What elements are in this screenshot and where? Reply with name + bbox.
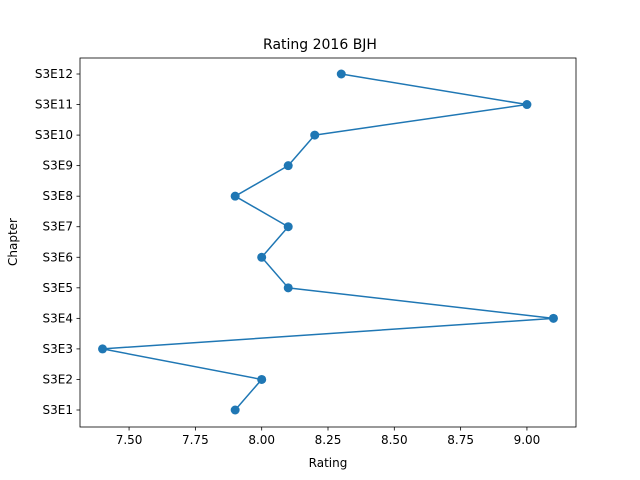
- y-tick-label: S3E3: [43, 342, 73, 356]
- x-tick-label: 8.25: [315, 433, 342, 447]
- data-point: [98, 344, 108, 354]
- y-tick-label: S3E8: [43, 189, 73, 203]
- plot-area-frame: [79, 57, 577, 428]
- y-tick-label: S3E12: [35, 67, 73, 81]
- data-point: [548, 313, 558, 323]
- data-point: [257, 374, 267, 384]
- data-point: [283, 283, 293, 293]
- x-tick-label: 8.75: [447, 433, 474, 447]
- y-tick-label: S3E4: [43, 311, 73, 325]
- data-point: [283, 222, 293, 232]
- y-tick-label: S3E7: [43, 220, 73, 234]
- data-point: [283, 161, 293, 171]
- y-tick-label: S3E5: [43, 281, 73, 295]
- x-tick-label: 7.50: [116, 433, 143, 447]
- data-point: [522, 100, 532, 110]
- data-point: [230, 405, 240, 415]
- y-tick-label: S3E6: [43, 250, 73, 264]
- series-line: [101, 73, 555, 411]
- x-tick-label: 8.50: [381, 433, 408, 447]
- y-axis: S3E1 S3E2 S3E3 S3E4 S3E5 S3E6 S3E7 S3E8 S3E9 S3E1…: [35, 67, 80, 417]
- y-tick-label: S3E9: [43, 159, 73, 173]
- chart-title: Rating 2016 BJH: [263, 37, 377, 53]
- data-point: [257, 252, 267, 262]
- y-tick-label: S3E10: [35, 128, 73, 142]
- data-point: [336, 69, 346, 79]
- data-point: [310, 130, 320, 140]
- x-tick-label: 9.00: [514, 433, 541, 447]
- x-axis: 7.50 7.75 8.00 8.25 8.50 8.75 9.00: [116, 427, 541, 447]
- y-tick-label: S3E1: [43, 403, 73, 417]
- y-tick-label: S3E11: [35, 98, 73, 112]
- y-tick-label: S3E2: [43, 372, 73, 386]
- y-axis-label: Chapter: [6, 218, 20, 266]
- x-tick-label: 8.00: [248, 433, 275, 447]
- data-point: [230, 191, 240, 201]
- x-axis-label: Rating: [309, 456, 348, 470]
- series-layer: [98, 69, 558, 415]
- x-tick-label: 7.75: [182, 433, 209, 447]
